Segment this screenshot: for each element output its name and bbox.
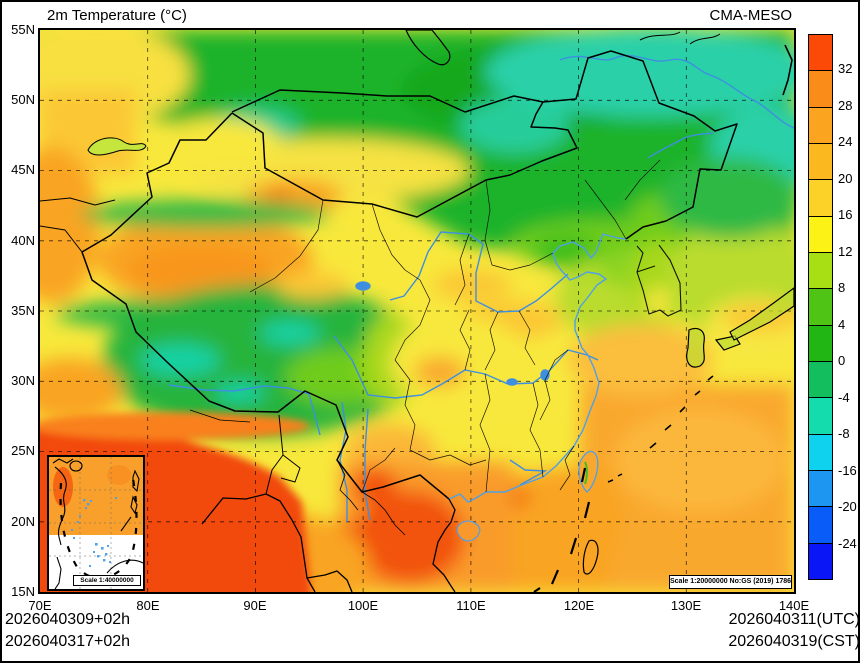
lon-label: 90E (243, 598, 267, 613)
colorbar-tick-label: 16 (838, 207, 853, 222)
valid-time-utc: 2026040311(UTC) (728, 611, 860, 628)
colorbar-tick-label: 32 (838, 61, 853, 76)
lat-label: 15N (11, 584, 35, 599)
lon-label: 70E (28, 598, 52, 613)
colorbar-tick-label: -8 (838, 426, 850, 441)
lat-label: 55N (11, 22, 35, 37)
colorbar-tick-label: 12 (838, 244, 853, 259)
init-time-line2: 2026040317+02h (5, 633, 131, 650)
south-asia-coast (201, 493, 456, 592)
colorbar-segment (808, 433, 833, 471)
coastline (448, 233, 627, 503)
lat-label: 45N (11, 162, 35, 177)
colorbar-segment (808, 542, 833, 580)
colorbar-tick-label: -24 (838, 536, 857, 551)
lon-label: 100E (347, 598, 379, 613)
lon-label: 110E (456, 598, 486, 613)
colorbar-segment (808, 106, 833, 144)
temperature-field (40, 30, 794, 592)
lakes (87, 30, 451, 156)
lon-label: 120E (563, 598, 595, 613)
colorbar-segment (808, 70, 833, 108)
init-time-line1: 2026040309+02h (5, 611, 131, 628)
lat-label: 35N (11, 303, 35, 318)
lon-label: 80E (136, 598, 160, 613)
islands (456, 287, 794, 575)
colorbar-tick-label: 8 (838, 280, 846, 295)
country-borders (40, 31, 793, 536)
lat-label: 20N (11, 514, 35, 529)
colorbar-tick-label: 20 (838, 171, 853, 186)
colorbar-segment (808, 506, 833, 544)
colorbar (808, 34, 833, 580)
lon-label: 140E (778, 598, 810, 613)
colorbar-segment (808, 397, 833, 435)
colorbar-segment (808, 324, 833, 362)
dash-line-boundary (533, 467, 591, 592)
colorbar-tick-label: -20 (838, 499, 857, 514)
inset-map (49, 457, 144, 590)
lat-label: 25N (11, 443, 35, 458)
island-dots (71, 497, 117, 567)
colorbar-segment (808, 142, 833, 181)
colorbar-segment (808, 215, 833, 253)
colorbar-segment (808, 288, 833, 326)
colorbar-tick-label: 4 (838, 317, 846, 332)
map-scale-label: Scale 1:20000000 No:GS (2019) 1786 (669, 575, 792, 589)
colorbar-segment (808, 179, 833, 217)
page-title: 2m Temperature (°C) (47, 7, 187, 24)
south-china-sea-inset: Scale 1:40000000 (47, 455, 145, 591)
colorbar-segment (808, 360, 833, 399)
inset-scale-label: Scale 1:40000000 (73, 575, 141, 586)
colorbar-tick-label: 0 (838, 353, 846, 368)
colorbar-tick-label: -16 (838, 463, 857, 478)
lon-label: 130E (670, 598, 702, 613)
colorbar-segment (808, 251, 833, 290)
colorbar-segment (808, 469, 833, 508)
model-name: CMA-MESO (709, 7, 793, 24)
colorbar-tick-label: -4 (838, 390, 850, 405)
colorbar-tick-label: 24 (838, 134, 853, 149)
map-canvas: Scale 1:40000000 Scale 1:20000000 No:GS … (38, 28, 796, 594)
lat-label: 40N (11, 233, 35, 248)
lat-label: 50N (11, 92, 35, 107)
colorbar-tick-label: 28 (838, 98, 853, 113)
lat-label: 30N (11, 373, 35, 388)
colorbar-segment (808, 34, 833, 72)
province-borders (249, 159, 682, 493)
valid-time-cst: 2026040319(CST) (728, 633, 860, 650)
